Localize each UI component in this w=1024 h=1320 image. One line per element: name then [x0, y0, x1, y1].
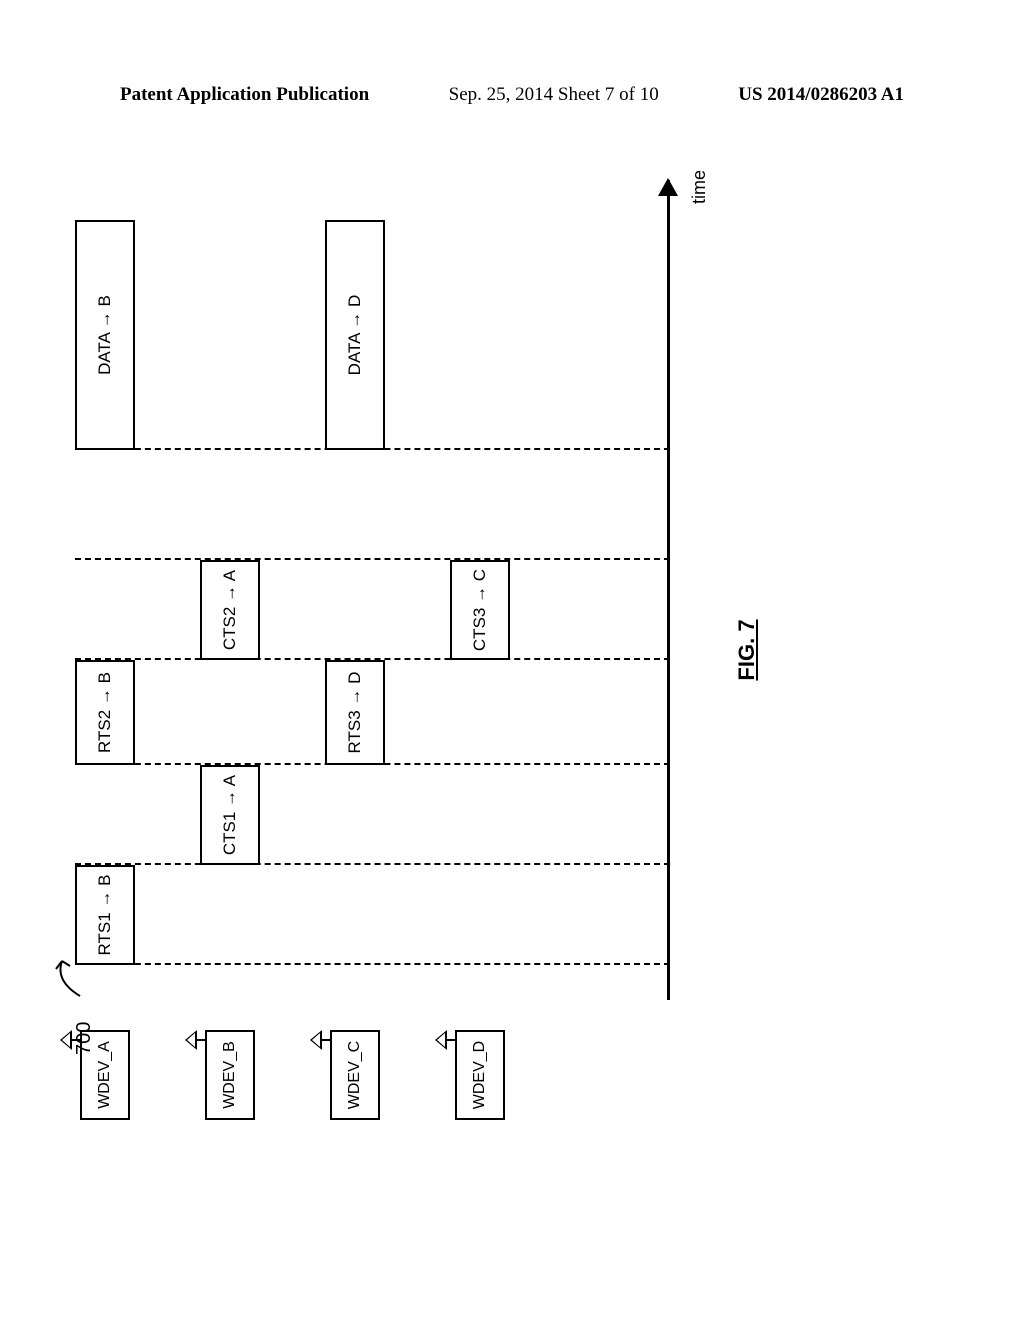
device-wdev_c: WDEV_C — [330, 1030, 380, 1120]
message-box: CTS1 → A — [200, 765, 260, 865]
message-box: RTS2 → B — [75, 660, 135, 765]
message-label: CTS2 → A — [220, 570, 240, 650]
message-label: CTS1 → A — [220, 775, 240, 855]
header-middle: Sep. 25, 2014 Sheet 7 of 10 — [449, 84, 659, 106]
message-label: DATA → B — [95, 295, 115, 375]
timing-diagram: 700 WDEV_AWDEV_BWDEV_CWDEV_D RTS1 → BCTS… — [20, 150, 820, 1150]
device-wdev_b: WDEV_B — [205, 1030, 255, 1120]
time-axis — [667, 180, 670, 1000]
device-label: WDEV_B — [221, 1041, 239, 1109]
device-wdev_a: WDEV_A — [80, 1030, 130, 1120]
time-axis-label: time — [689, 170, 710, 204]
device-wdev_d: WDEV_D — [455, 1030, 505, 1120]
time-marker — [75, 963, 670, 965]
antenna-icon — [435, 1030, 457, 1050]
message-box: RTS3 → D — [325, 660, 385, 765]
header-right: US 2014/0286203 A1 — [738, 84, 904, 106]
device-label: WDEV_A — [96, 1041, 114, 1109]
message-box: RTS1 → B — [75, 865, 135, 965]
device-label: WDEV_D — [471, 1041, 489, 1109]
message-label: RTS2 → B — [95, 672, 115, 753]
message-box: CTS2 → A — [200, 560, 260, 660]
time-marker — [75, 558, 670, 560]
message-box: DATA → D — [325, 220, 385, 450]
arrow-right-icon — [658, 178, 678, 196]
figure-label: FIG. 7 — [734, 150, 760, 1150]
message-label: CTS3 → C — [470, 569, 490, 651]
time-marker — [75, 863, 670, 865]
header-left: Patent Application Publication — [120, 84, 369, 106]
message-box: DATA → B — [75, 220, 135, 450]
message-box: CTS3 → C — [450, 560, 510, 660]
figure-container: 700 WDEV_AWDEV_BWDEV_CWDEV_D RTS1 → BCTS… — [120, 250, 920, 1250]
message-label: RTS3 → D — [345, 672, 365, 754]
antenna-icon — [310, 1030, 332, 1050]
device-label: WDEV_C — [346, 1041, 364, 1109]
antenna-icon — [60, 1030, 82, 1050]
antenna-icon — [185, 1030, 207, 1050]
page-header: Patent Application Publication Sep. 25, … — [0, 84, 1024, 106]
message-label: RTS1 → B — [95, 875, 115, 956]
message-label: DATA → D — [345, 295, 365, 376]
